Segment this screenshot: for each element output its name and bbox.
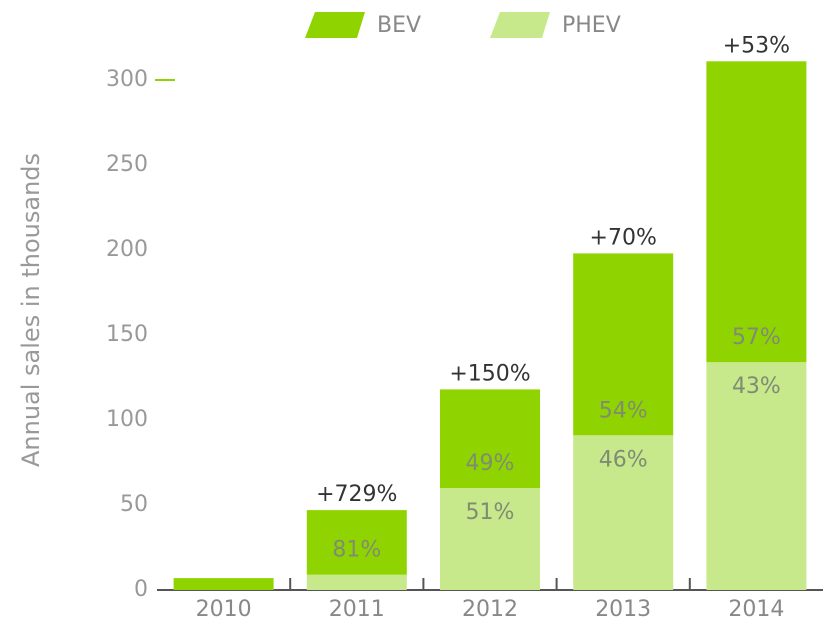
bar-segment — [440, 488, 540, 590]
share-label: 46% — [599, 447, 648, 472]
legend-label: PHEV — [562, 13, 621, 38]
y-tick-label: 50 — [120, 492, 148, 517]
growth-label: +729% — [316, 482, 397, 507]
x-tick-label: 2014 — [728, 597, 784, 622]
y-tick-label: 150 — [106, 322, 148, 347]
x-tick-label: 2010 — [196, 597, 252, 622]
legend-swatch — [490, 12, 550, 38]
y-tick-label: 200 — [106, 237, 148, 262]
bar-segment — [440, 389, 540, 488]
legend-swatch — [305, 12, 365, 38]
x-tick-label: 2012 — [462, 597, 518, 622]
y-tick-label: 0 — [134, 577, 148, 602]
share-label: 51% — [466, 500, 515, 525]
bar-segment — [573, 253, 674, 436]
bar-segment — [173, 578, 274, 590]
share-label: 54% — [599, 398, 648, 423]
x-tick-label: 2011 — [329, 597, 385, 622]
bar-segment — [573, 435, 674, 590]
bar-segment — [706, 362, 807, 590]
share-label: 43% — [732, 374, 781, 399]
y-axis-label: Annual sales in thousands — [17, 153, 45, 467]
growth-label: +53% — [723, 33, 790, 58]
share-label: 57% — [732, 325, 781, 350]
x-tick-label: 2013 — [595, 597, 651, 622]
bar-segment — [306, 510, 407, 575]
bar-segment — [706, 61, 807, 363]
y-tick-label: 250 — [106, 152, 148, 177]
growth-label: +70% — [590, 225, 657, 250]
legend-label: BEV — [377, 13, 421, 38]
growth-label: +150% — [449, 361, 530, 386]
share-label: 81% — [332, 538, 381, 563]
bar-segment — [306, 574, 407, 590]
y-tick-label: 100 — [106, 407, 148, 432]
y-tick-label: 300 — [106, 67, 148, 92]
share-label: 49% — [466, 451, 515, 476]
